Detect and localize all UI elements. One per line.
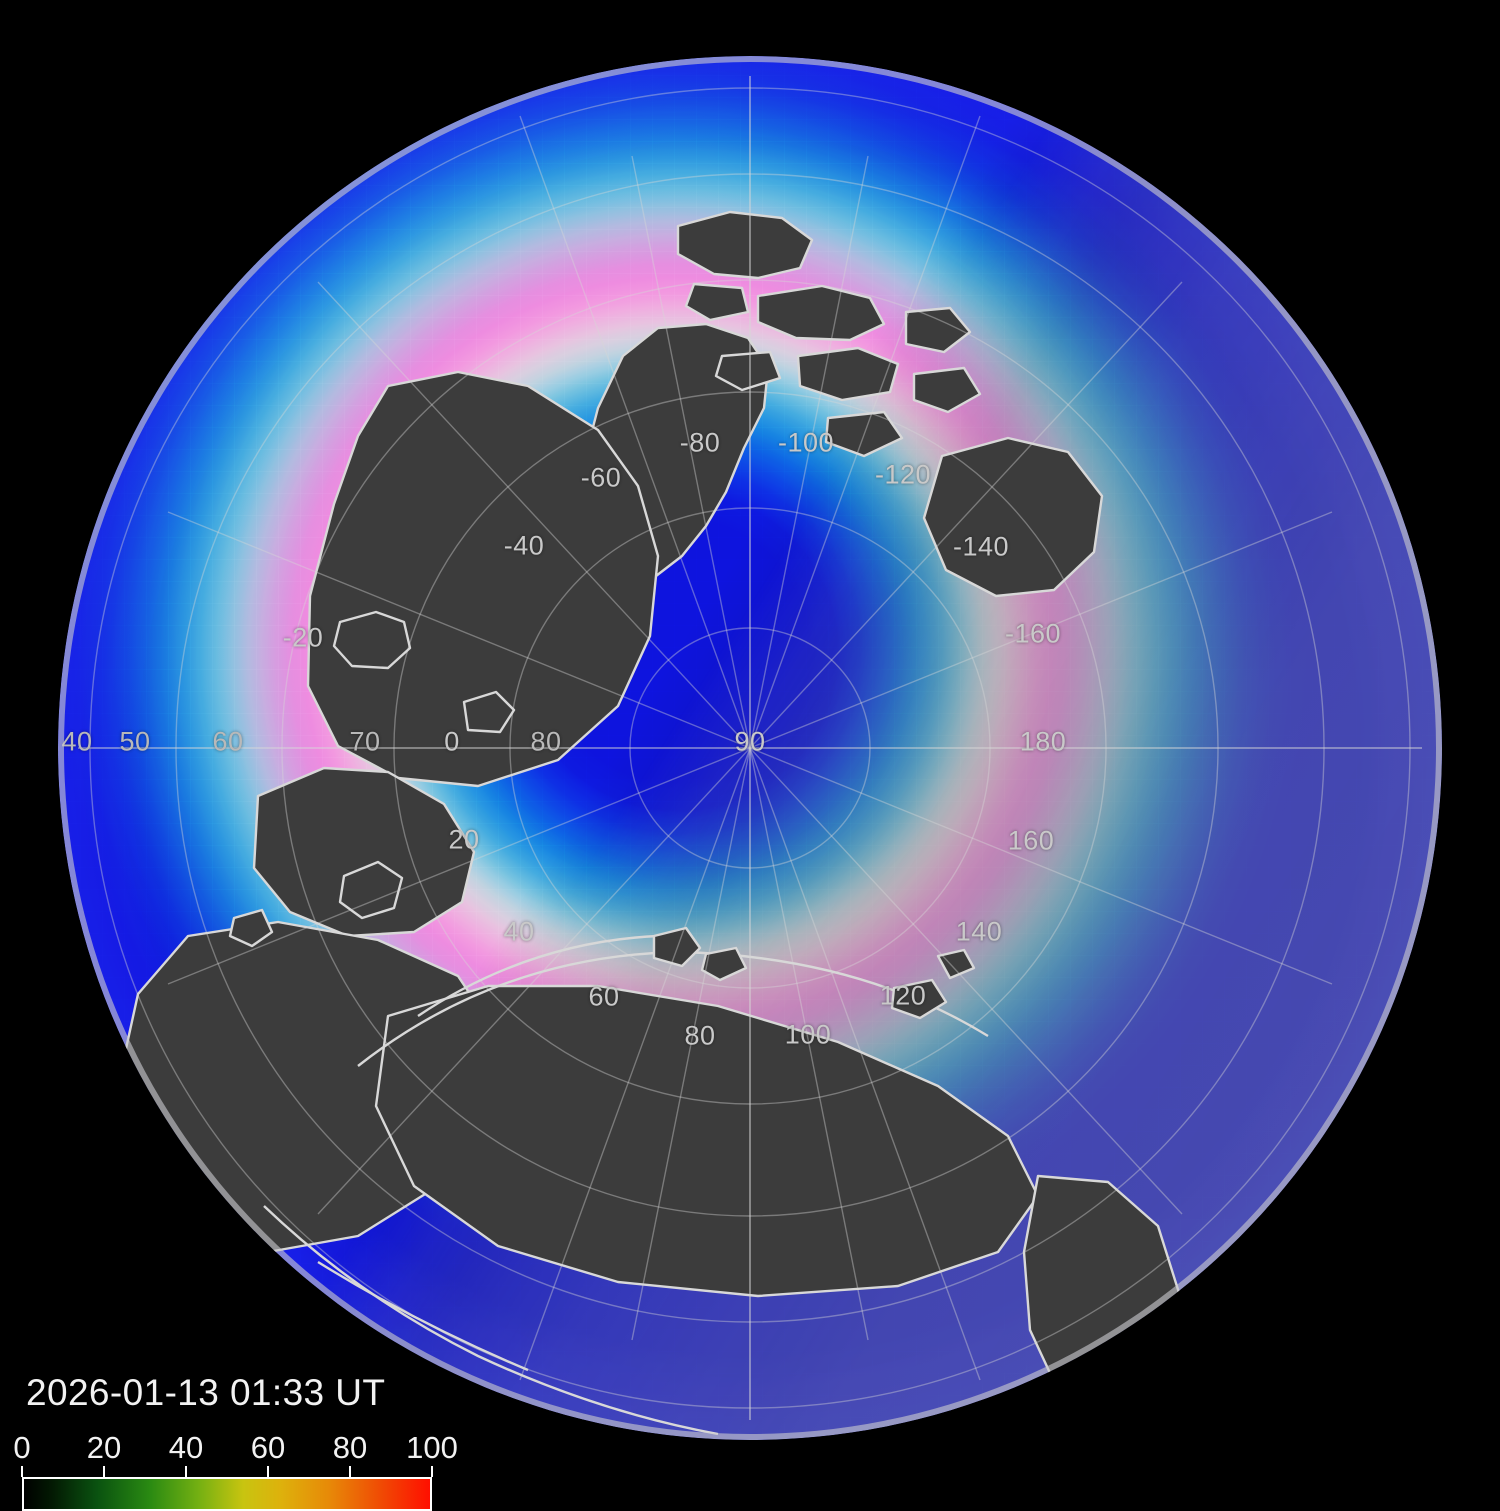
graticule-label-lat-60: 60 (212, 726, 244, 757)
colorbar-tick-mark-100 (431, 1466, 433, 1477)
graticule-label-lon-m120: -120 (874, 459, 932, 490)
graticule-label-lon-100: 100 (784, 1019, 832, 1050)
graticule-label-lat-70: 70 (349, 726, 381, 757)
timestamp-label: 2026-01-13 01:33 UT (26, 1372, 386, 1413)
colorbar: 0 20 40 60 80 100 (13, 1430, 458, 1511)
graticule-label-lon-20: 20 (448, 824, 480, 855)
graticule-label-lon-0: 0 (444, 726, 460, 757)
colorbar-ticks (21, 1466, 433, 1477)
colorbar-tick-label-20: 20 (86, 1430, 122, 1465)
graticule-label-lat-50: 50 (119, 726, 151, 757)
graticule-label-lon-160: 160 (1007, 825, 1055, 856)
globe-disc (58, 56, 1442, 1440)
graticule-label-lon-m40: -40 (503, 530, 545, 561)
colorbar-tick-mark-40 (185, 1466, 187, 1477)
graticule-label-lon-60: 60 (588, 981, 620, 1012)
colorbar-tick-labels: 0 20 40 60 80 100 (13, 1430, 457, 1466)
graticule-label-lat-40: 40 (61, 726, 93, 757)
colorbar-tick-label-40: 40 (168, 1430, 204, 1465)
colorbar-gradient (22, 1477, 432, 1511)
graticule-label-lon-80: 80 (684, 1020, 716, 1051)
colorbar-tick-mark-80 (349, 1466, 351, 1477)
graticule-label-lon-m160: -160 (1004, 618, 1062, 649)
colorbar-tick-label-60: 60 (250, 1430, 286, 1465)
graticule-label-lon-120: 120 (879, 980, 927, 1011)
graticule-label-lon-140: 140 (955, 916, 1003, 947)
colorbar-tick-label-100: 100 (406, 1430, 458, 1465)
graticule-label-lat-80: 80 (530, 726, 562, 757)
graticule-label-lon-m80: -80 (679, 427, 721, 458)
colorbar-tick-mark-0 (21, 1466, 23, 1477)
graticule-label-lon-m60: -60 (580, 462, 622, 493)
graticule-label-lon-m100: -100 (777, 427, 835, 458)
colorbar-tick-label-80: 80 (332, 1430, 368, 1465)
graticule-label-lon-180: 180 (1019, 726, 1067, 757)
graticule-label-lon-40: 40 (503, 916, 535, 947)
graticule-label-lon-m20: -20 (282, 622, 324, 653)
graticule-label-lon-m140: -140 (952, 531, 1010, 562)
continents-layer (58, 56, 1442, 1440)
colorbar-tick-label-0: 0 (13, 1430, 31, 1465)
graticule-label-pole: 90 (734, 726, 766, 757)
colorbar-tick-mark-60 (267, 1466, 269, 1477)
globe-container[interactable] (58, 56, 1442, 1440)
colorbar-tick-mark-20 (103, 1466, 105, 1477)
